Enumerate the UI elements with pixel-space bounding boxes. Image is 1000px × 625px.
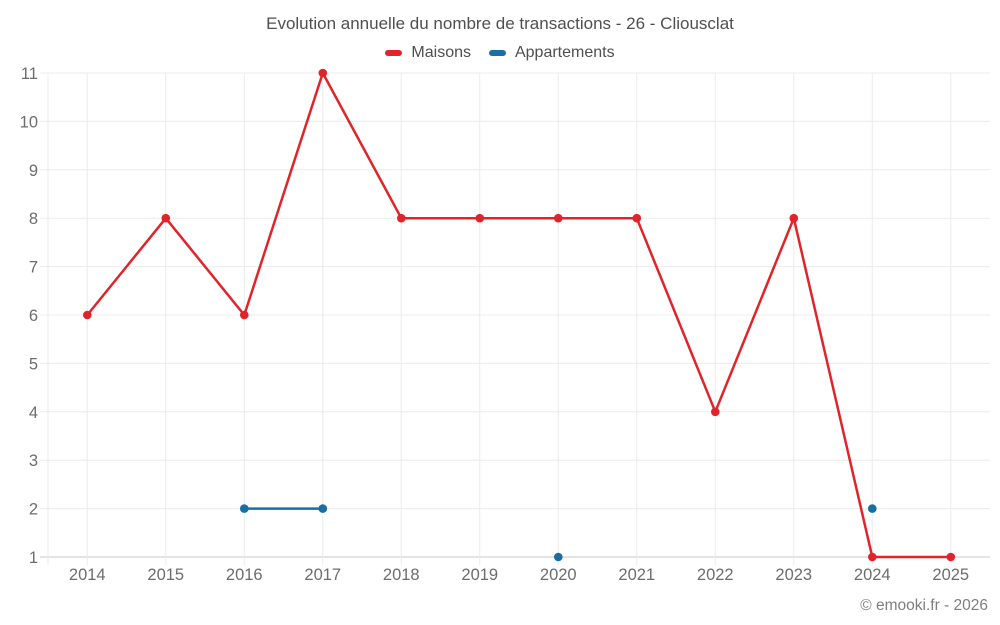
y-axis-tick-label: 9 <box>29 162 38 180</box>
x-axis-tick-label: 2023 <box>775 566 812 584</box>
y-axis-tick-label: 1 <box>29 549 38 567</box>
legend-swatch-icon <box>488 50 506 56</box>
x-axis-tick-label: 2014 <box>69 566 106 584</box>
x-axis-tick-label: 2021 <box>618 566 655 584</box>
data-point-maisons[interactable] <box>946 552 956 562</box>
y-axis-tick-label: 10 <box>20 113 38 131</box>
x-axis-tick-label: 2018 <box>383 566 420 584</box>
series-line-maisons <box>86 71 953 559</box>
y-axis-tick-label: 4 <box>29 404 38 422</box>
x-axis-tick-label: 2016 <box>226 566 263 584</box>
y-axis-tick-label: 7 <box>29 259 38 277</box>
data-point-appartements[interactable] <box>554 552 563 562</box>
y-axis-tick-label: 5 <box>29 355 38 373</box>
x-axis-tick-label: 2020 <box>540 566 577 584</box>
data-point-maisons[interactable] <box>711 407 720 417</box>
y-axis-tick-label: 11 <box>21 65 38 83</box>
y-axis-tick-label: 8 <box>29 210 38 228</box>
legend-label: Appartements <box>514 44 615 61</box>
data-point-appartements[interactable] <box>318 504 328 513</box>
y-axis-tick-label: 6 <box>29 307 38 325</box>
x-axis-tick-label: 2022 <box>697 566 734 584</box>
legend-label: Maisons <box>411 44 471 61</box>
data-point-maisons[interactable] <box>632 213 642 223</box>
copyright-text: © emooki.fr - 2026 <box>860 597 988 614</box>
data-point-maisons[interactable] <box>318 68 328 78</box>
data-point-maisons[interactable] <box>83 310 92 320</box>
data-point-appartements[interactable] <box>240 504 249 513</box>
x-axis-tick-label: 2024 <box>854 566 891 584</box>
legend: Maisons Appartements <box>0 44 1000 62</box>
chart-title: Evolution annuelle du nombre de transact… <box>266 14 734 33</box>
legend-item-maisons[interactable]: Maisons <box>385 44 471 62</box>
data-point-maisons[interactable] <box>789 213 799 223</box>
x-axis-tick-label: 2019 <box>461 566 498 584</box>
data-point-maisons[interactable] <box>868 552 877 562</box>
x-axis-tick-label: 2025 <box>932 566 969 584</box>
data-point-maisons[interactable] <box>161 213 171 223</box>
legend-item-appartements[interactable]: Appartements <box>488 44 615 62</box>
x-axis-tick-label: 2015 <box>147 566 184 584</box>
x-axis-tick-label: 2017 <box>304 566 341 584</box>
y-axis-tick-label: 3 <box>29 452 38 470</box>
data-point-maisons[interactable] <box>397 213 406 223</box>
data-point-maisons[interactable] <box>475 213 485 223</box>
y-axis-tick-label: 2 <box>29 501 38 519</box>
data-point-appartements[interactable] <box>868 504 877 513</box>
data-point-maisons[interactable] <box>240 310 249 320</box>
legend-swatch-icon <box>385 50 403 56</box>
data-point-maisons[interactable] <box>554 213 563 223</box>
